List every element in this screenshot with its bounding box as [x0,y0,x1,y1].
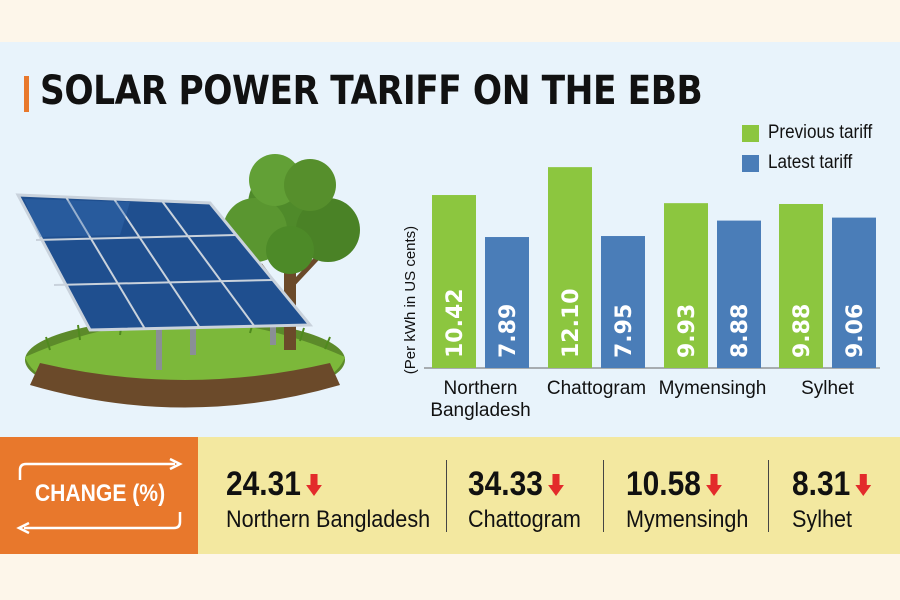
change-region-northern: Northern Bangladesh [226,506,431,533]
bar-latest-1 [601,236,645,368]
legend-label-latest: Latest tariff [768,152,853,173]
bar-latest-3 [832,217,876,368]
y-axis-label: (Per kWh in US cents) [402,226,419,374]
change-region-mymensingh: Mymensingh [626,506,749,533]
tariff-bar-chart: (Per kWh in US cents) 10.42 7.89 NorthernBa… [402,167,880,421]
bar-previous-2 [664,203,708,368]
bar-value-label: 12.10 [559,288,584,358]
x-tick-label: Chattogram [547,378,646,399]
change-value-chattogram: 34.33 [468,465,543,503]
title-accent-bar [24,76,29,112]
bar-value-label: 8.88 [728,304,753,358]
change-value-northern: 24.31 [226,465,301,503]
page-title: SOLAR POWER TARIFF ON THE EBB [40,68,703,114]
legend-item-latest: Latest tariff [742,148,884,178]
down-arrow-icon [548,473,565,496]
change-item-sylhet: 8.31 Sylhet [792,465,882,534]
bar-value-label: 9.06 [843,304,868,358]
legend-label-previous: Previous tariff [768,122,873,143]
x-tick-label: Sylhet [801,378,855,399]
divider [446,460,447,532]
bar-value-label: 9.93 [675,304,700,358]
change-label-box [0,437,198,554]
bar-latest-2 [717,220,761,368]
change-item-mymensingh: 10.58 Mymensingh [626,465,762,534]
bar-previous-1 [548,167,592,368]
bar-value-label: 7.89 [496,304,521,358]
change-item-northern: 24.31 Northern Bangladesh [226,465,453,534]
bar-previous-0 [432,195,476,368]
down-arrow-icon [706,473,723,496]
change-value-mymensingh: 10.58 [626,465,701,503]
bar-value-label: 7.95 [612,304,637,358]
change-item-chattogram: 34.33 Chattogram [468,465,593,534]
chart-legend: Previous tariff Latest tariff [742,118,884,178]
bar-previous-3 [779,203,823,368]
down-arrow-icon [855,473,872,496]
bar-value-label: 9.88 [790,304,815,358]
x-tick-label: Mymensingh [659,378,767,399]
change-region-chattogram: Chattogram [468,506,581,533]
change-value-sylhet: 8.31 [792,465,851,503]
x-tick-label: Northern [444,378,518,399]
change-label: CHANGE (%) [34,480,166,507]
divider [768,460,769,532]
legend-swatch-previous [742,124,759,142]
bar-value-label: 10.42 [443,288,468,358]
solar-panel-tree-illustration [15,154,360,408]
x-tick-label: Bangladesh [430,400,530,421]
legend-item-previous: Previous tariff [742,118,884,148]
change-region-sylhet: Sylhet [792,506,853,533]
down-arrow-icon [306,473,323,496]
cycle-arrows-icon [16,458,183,534]
legend-swatch-latest [742,154,759,172]
divider [603,460,604,532]
bar-latest-0 [485,237,529,368]
